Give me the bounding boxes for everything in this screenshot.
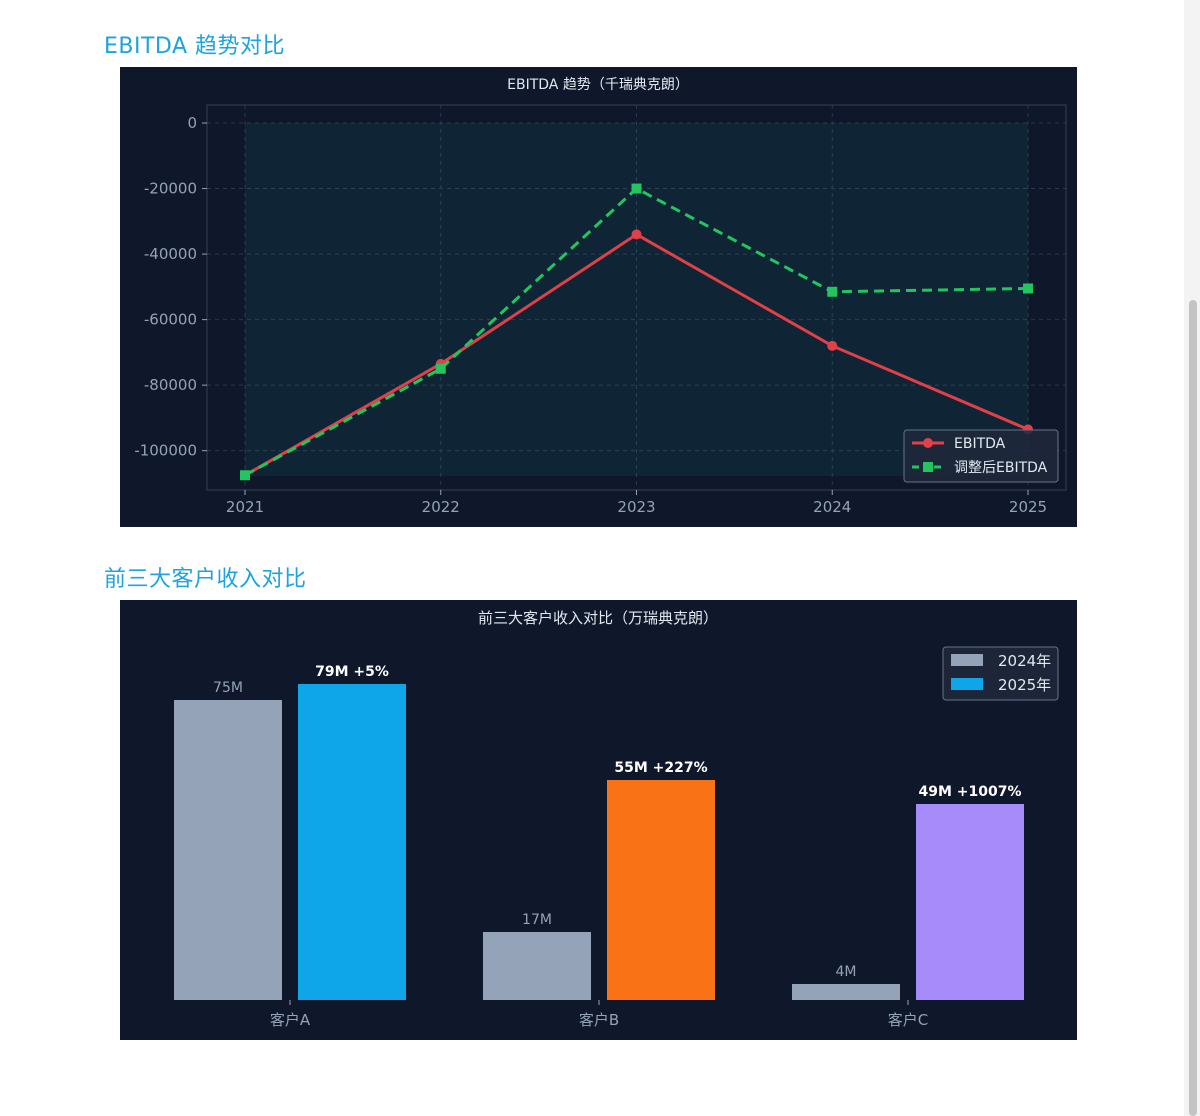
legend-swatch — [951, 678, 983, 690]
page-scrollbar[interactable] — [1184, 0, 1200, 1116]
clients-section-title: 前三大客户收入对比 — [104, 567, 307, 592]
data-point — [435, 363, 446, 374]
clients-revenue-chart: 前三大客户收入对比（万瑞典克朗） 75M 79M +5% 客户A 17M 55M +227… — [174, 609, 1059, 1029]
y-tick-label: -20000 — [144, 180, 197, 198]
data-point — [631, 229, 642, 240]
chart-legend: EBITDA 调整后EBITDA — [903, 429, 1059, 483]
legend-label: 2024年 — [998, 652, 1051, 670]
legend-swatch — [951, 654, 983, 666]
legend-label: 调整后EBITDA — [954, 460, 1048, 476]
bar-2024 — [483, 932, 591, 1000]
y-tick-label: -100000 — [134, 442, 197, 460]
bar-label-2024: 17M — [522, 912, 552, 928]
y-tick-label: -40000 — [144, 245, 197, 263]
data-point — [240, 470, 250, 481]
bar-label-2024: 4M — [836, 964, 857, 980]
ebitda-trend-chart: EBITDA 趋势（千瑞典克朗） 0 -20000 -40000 -60000 -8000… — [134, 77, 1067, 516]
chart-title: EBITDA 趋势（千瑞典克朗） — [507, 77, 689, 93]
legend-label: EBITDA — [954, 436, 1006, 452]
legend-label: 2025年 — [998, 676, 1051, 694]
chart-legend: 2024年 2025年 — [942, 646, 1059, 701]
x-tick-label: 客户C — [888, 1011, 928, 1029]
bar-label-2025: 55M +227% — [614, 760, 707, 776]
ebitda-chart-panel: EBITDA 趋势（千瑞典克朗） 0 -20000 -40000 -60000 -8000… — [120, 67, 1077, 527]
data-point — [827, 340, 838, 351]
bar-label-2025: 49M +1007% — [918, 784, 1021, 800]
bar-2025 — [607, 780, 715, 1000]
legend-marker — [923, 438, 933, 448]
x-tick-label: 2024 — [813, 498, 851, 516]
data-point — [631, 183, 642, 194]
x-tick-label: 客户B — [579, 1011, 619, 1029]
y-tick-label: 0 — [187, 114, 197, 132]
x-tick-label: 客户A — [270, 1011, 311, 1029]
zero-region-fill — [245, 123, 1028, 477]
scrollbar-thumb[interactable] — [1189, 300, 1197, 1116]
x-tick-label: 2025 — [1009, 498, 1047, 516]
x-tick-label: 2022 — [422, 498, 460, 516]
data-point — [1023, 283, 1033, 294]
x-tick-label: 2021 — [226, 498, 264, 516]
bar-2025 — [916, 804, 1024, 1000]
bar-2024 — [792, 984, 900, 1000]
data-point — [827, 286, 838, 297]
ebitda-section-title: EBITDA 趋势对比 — [104, 34, 286, 59]
x-tick-label: 2023 — [617, 498, 655, 516]
bar-2025 — [298, 684, 406, 1000]
bar-2024 — [174, 700, 282, 1000]
bar-label-2024: 75M — [213, 680, 243, 696]
y-tick-label: -60000 — [144, 311, 197, 329]
legend-marker — [923, 462, 933, 472]
clients-chart-panel: 前三大客户收入对比（万瑞典克朗） 75M 79M +5% 客户A 17M 55M +227… — [120, 600, 1077, 1040]
bar-label-2025: 79M +5% — [315, 664, 389, 680]
chart-title: 前三大客户收入对比（万瑞典克朗） — [478, 609, 718, 627]
y-tick-label: -80000 — [144, 376, 197, 394]
